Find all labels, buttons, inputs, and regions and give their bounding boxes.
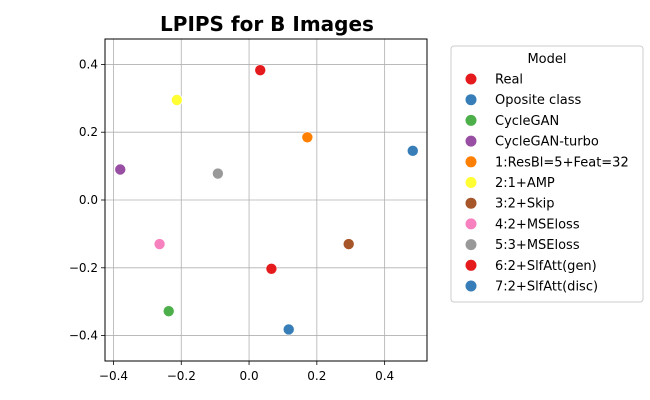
data-points — [114, 64, 419, 336]
legend-marker — [465, 280, 477, 292]
data-point — [114, 163, 127, 176]
legend-label: 4:2+MSEloss — [495, 217, 580, 232]
data-point — [153, 238, 166, 250]
data-point — [162, 305, 175, 317]
data-point — [301, 131, 314, 144]
y-tick-label: 0.0 — [79, 193, 98, 207]
data-point — [212, 167, 224, 180]
legend-label: 6:2+SlfAtt(gen) — [495, 259, 597, 274]
plot-area — [104, 38, 428, 362]
legend-label: Real — [495, 73, 523, 88]
legend-label: 3:2+Skip — [495, 197, 554, 212]
legend-marker — [465, 177, 477, 188]
legend-marker — [465, 73, 477, 85]
chart-title: LPIPS for B Images — [160, 12, 374, 36]
legend-label: 1:ResBl=5+Feat=32 — [495, 155, 629, 170]
data-point — [282, 323, 295, 336]
legend-marker — [465, 218, 477, 230]
y-tick-label: 0.2 — [79, 125, 98, 139]
x-tick-label: 0.4 — [375, 369, 394, 383]
legend-label: Oposite class — [495, 93, 582, 108]
legend-label: CycleGAN-turbo — [495, 135, 599, 150]
legend-box — [450, 45, 644, 303]
legend-label: CycleGAN — [495, 114, 559, 129]
data-point — [171, 94, 183, 106]
data-point — [406, 145, 419, 157]
data-point — [254, 64, 267, 76]
legend-marker — [465, 94, 477, 106]
legend-marker — [465, 156, 477, 168]
legend-label: 5:3+MSEloss — [495, 238, 580, 253]
legend-marker — [465, 259, 477, 271]
data-point — [342, 238, 355, 250]
legend-label: 7:2+SlfAtt(disc) — [495, 280, 598, 295]
x-tick-label: 0.0 — [240, 369, 259, 383]
legend-marker — [465, 197, 477, 209]
x-tick-label: 0.2 — [307, 369, 326, 383]
x-tick-label: −0.4 — [99, 369, 128, 383]
legend-label: 2:1+AMP — [495, 176, 555, 191]
legend: Model Real Oposite class CycleGAN CycleGAN-… — [450, 45, 644, 303]
y-tick-label: 0.4 — [79, 57, 98, 71]
legend-marker — [465, 239, 477, 251]
grid — [105, 39, 427, 361]
data-point — [265, 263, 278, 275]
legend-marker — [465, 114, 477, 126]
x-tick-label: −0.2 — [167, 369, 196, 383]
y-tick-label: −0.4 — [69, 329, 98, 343]
y-tick-label: −0.2 — [69, 261, 98, 275]
legend-marker — [465, 135, 477, 147]
legend-title: Model — [527, 52, 566, 67]
axis-ticks: −0.4 −0.2 0.0 0.2 0.4 −0.4 −0.2 0.0 0.2 0.4 — [69, 57, 394, 383]
